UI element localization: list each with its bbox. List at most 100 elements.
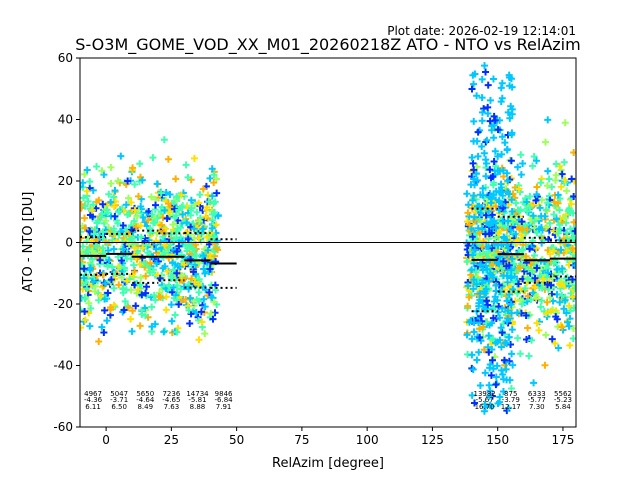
scatter-point	[100, 329, 108, 337]
scatter-point	[477, 261, 485, 269]
scatter-point	[508, 255, 516, 263]
scatter-point	[492, 373, 500, 381]
scatter-point	[570, 304, 576, 312]
scatter-point	[529, 162, 537, 170]
scatter-point	[172, 276, 180, 284]
scatter-point	[571, 262, 576, 270]
scatter-point	[518, 218, 526, 226]
scatter-point	[85, 309, 93, 317]
bin-count-label: 14734	[186, 390, 209, 398]
bin-mean-label: -3.71	[110, 396, 128, 404]
scatter-point	[121, 297, 129, 305]
scatter-point	[124, 177, 132, 185]
scatter-point	[463, 331, 471, 339]
scatter-point	[117, 152, 125, 160]
scatter-point	[544, 199, 552, 207]
scatter-point	[521, 221, 529, 229]
scatter-point	[514, 280, 522, 288]
scatter-point	[91, 288, 99, 296]
scatter-point	[499, 388, 507, 396]
scatter-point	[519, 160, 527, 168]
scatter-point	[133, 289, 141, 297]
scatter-point	[508, 131, 516, 139]
scatter-point	[487, 195, 495, 203]
scatter-point	[489, 75, 497, 83]
scatter-point	[471, 181, 479, 189]
scatter-point	[529, 212, 537, 220]
scatter-point	[210, 179, 218, 187]
scatter-point	[556, 298, 564, 306]
scatter-point	[552, 215, 560, 223]
scatter-point	[535, 326, 543, 334]
scatter-point	[478, 225, 486, 233]
scatter-point	[80, 274, 88, 282]
scatter-point	[547, 281, 555, 289]
scatter-point	[554, 344, 562, 352]
scatter-point	[464, 282, 472, 290]
scatter-point	[94, 217, 102, 225]
scatter-point	[499, 257, 507, 265]
scatter-point	[83, 285, 91, 293]
bin-std-label: 7.63	[164, 403, 180, 411]
scatter-point	[83, 166, 91, 174]
scatter-point	[96, 256, 104, 264]
scatter-point	[101, 279, 109, 287]
scatter-point	[81, 202, 89, 210]
scatter-point	[482, 211, 490, 219]
bin-std-label: 6.50	[111, 403, 127, 411]
scatter-point	[132, 302, 140, 310]
scatter-point	[164, 155, 172, 163]
y-tick-label: -60	[53, 420, 73, 434]
scatter-point	[470, 328, 478, 336]
scatter-point	[168, 259, 176, 267]
scatter-point	[561, 176, 569, 184]
scatter-point	[468, 266, 476, 274]
scatter-point	[537, 179, 545, 187]
scatter-point	[119, 221, 127, 229]
scatter-point	[533, 183, 541, 191]
scatter-point	[162, 225, 170, 233]
scatter-point	[492, 202, 500, 210]
scatter-point	[122, 201, 130, 209]
scatter-point	[136, 322, 144, 330]
scatter-point	[107, 276, 115, 284]
scatter-point	[88, 206, 96, 214]
scatter-point	[554, 199, 562, 207]
scatter-point	[544, 167, 552, 175]
scatter-point	[504, 278, 512, 286]
scatter-point	[567, 200, 575, 208]
scatter-point	[517, 260, 525, 268]
scatter-point	[480, 407, 488, 415]
scatter-point	[88, 237, 96, 245]
scatter-point	[471, 399, 479, 407]
scatter-point	[481, 62, 489, 70]
scatter-point	[489, 334, 497, 342]
scatter-point	[526, 245, 534, 253]
scatter-point	[517, 151, 525, 159]
scatter-point	[541, 361, 549, 369]
scatter-point	[138, 254, 146, 262]
scatter-point	[512, 199, 520, 207]
scatter-point	[97, 292, 105, 300]
scatter-point	[482, 68, 490, 76]
scatter-point	[128, 327, 136, 335]
scatter-point	[101, 306, 109, 314]
scatter-point	[522, 252, 530, 260]
scatter-point	[551, 339, 559, 347]
bin-mean-label: -4.64	[136, 396, 155, 404]
scatter-point	[175, 300, 183, 308]
scatter-point	[472, 268, 480, 276]
scatter-point	[165, 208, 173, 216]
scatter-point	[484, 301, 492, 309]
scatter-point	[179, 211, 187, 219]
scatter-point	[493, 362, 501, 370]
scatter-point	[528, 267, 536, 275]
scatter-point	[207, 309, 215, 317]
scatter-point	[491, 251, 499, 259]
scatter-point	[107, 163, 115, 171]
scatter-point	[516, 350, 524, 358]
scatter-point	[81, 295, 89, 303]
scatter-point	[474, 128, 482, 136]
bin-count-label: 5562	[554, 390, 572, 398]
scatter-point	[158, 221, 166, 229]
